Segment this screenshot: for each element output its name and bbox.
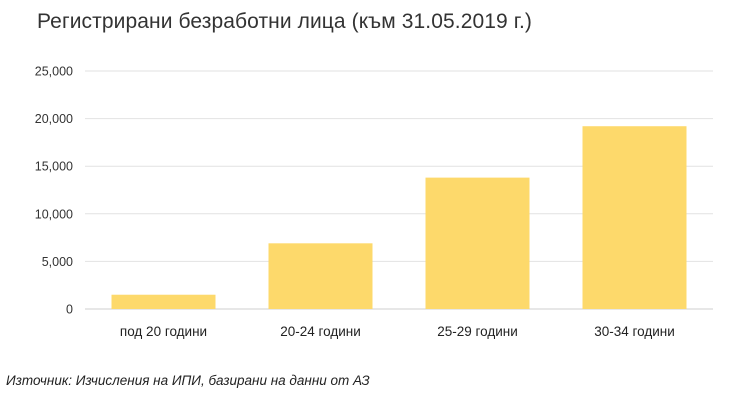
source-note: Източник: Изчисления на ИПИ, базирани на… <box>6 373 370 388</box>
bar <box>582 126 687 309</box>
x-tick-label: под 20 години <box>120 324 207 339</box>
bars <box>111 126 687 309</box>
x-tick-label: 30-34 години <box>594 324 675 339</box>
y-tick-label: 5,000 <box>42 255 73 269</box>
bar <box>268 243 373 309</box>
y-tick-label: 10,000 <box>35 207 73 221</box>
y-tick-label: 20,000 <box>35 112 73 126</box>
bar <box>425 177 530 309</box>
y-tick-label: 25,000 <box>35 65 73 79</box>
bar <box>111 294 216 309</box>
y-tick-label: 15,000 <box>35 160 73 174</box>
x-axis-ticks: под 20 години 20-24 години 25-29 години 30-… <box>120 324 675 339</box>
y-axis-ticks: 0 5,000 10,000 15,000 20,000 25,000 <box>35 65 73 317</box>
y-tick-label: 0 <box>66 303 73 317</box>
x-tick-label: 25-29 години <box>437 324 518 339</box>
x-tick-label: 20-24 години <box>280 324 361 339</box>
bar-chart: 0 5,000 10,000 15,000 20,000 25,000 под 20 го… <box>35 65 713 339</box>
chart-title: Регистрирани безработни лица (към 31.05.… <box>37 10 532 33</box>
